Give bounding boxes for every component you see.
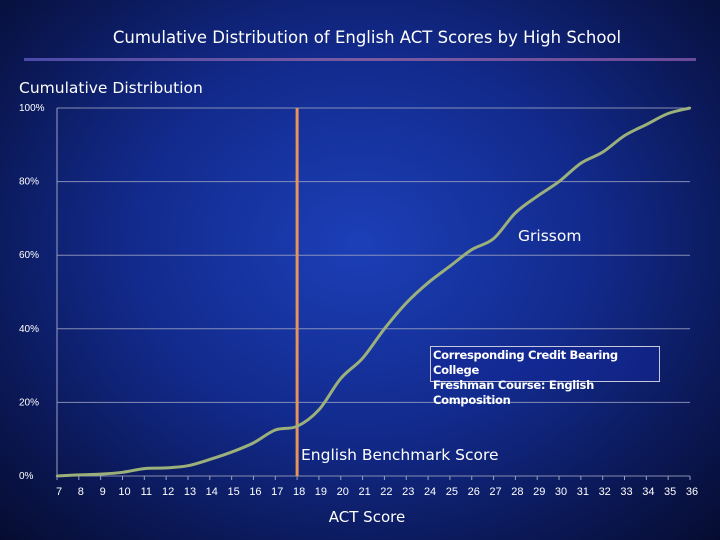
data-point [688, 106, 692, 110]
y-tick-label: 0% [19, 471, 34, 482]
x-tick-label: 24 [424, 486, 436, 498]
x-tick-label: 32 [599, 486, 611, 498]
x-tick-label: 10 [118, 486, 130, 498]
x-tick-label: 15 [227, 486, 239, 498]
x-tick-label: 12 [162, 486, 174, 498]
data-point [55, 474, 59, 478]
callout-line-1: Corresponding Credit Bearing College [433, 348, 618, 377]
x-tick-label: 11 [141, 486, 152, 498]
series-line-grissom [56, 106, 691, 478]
data-point [77, 473, 81, 477]
x-tick-label: 33 [620, 486, 632, 498]
chart-title: Cumulative Distribution of English ACT S… [112, 28, 622, 47]
benchmark-label: English Benchmark Score [301, 446, 499, 464]
title-divider [24, 58, 696, 61]
data-point [426, 281, 430, 284]
x-tick-label: 21 [358, 486, 370, 498]
x-tick-label: 8 [78, 486, 84, 498]
callout-line-2: Freshman Course: English Composition [433, 378, 594, 407]
x-tick-label: 34 [642, 486, 654, 498]
x-tick-label: 26 [468, 486, 480, 498]
x-axis-title: ACT Score [329, 508, 405, 526]
data-point [121, 471, 124, 474]
x-tick-label: 35 [664, 486, 676, 498]
series-label-grissom: Grissom [518, 227, 581, 245]
benchmark-callout: Corresponding Credit Bearing College Fre… [430, 346, 660, 407]
x-tick-label: 29 [533, 486, 545, 498]
data-point [186, 464, 190, 467]
y-tick-label: 20% [19, 397, 39, 408]
x-tick-label: 16 [249, 486, 261, 498]
data-point [143, 467, 146, 470]
data-point [448, 265, 452, 268]
y-tick-label: 80% [19, 177, 39, 188]
data-point [252, 441, 255, 445]
data-point [492, 237, 495, 240]
data-point [405, 301, 408, 305]
x-tick-label: 23 [402, 486, 414, 498]
gridlines [56, 107, 691, 480]
y-axis-title: Cumulative Distribution [19, 79, 203, 97]
x-tick-label: 22 [380, 486, 392, 498]
data-point [383, 327, 386, 330]
x-tick-label: 30 [555, 486, 567, 498]
x-tick-label: 28 [511, 486, 523, 498]
x-tick-label: 14 [206, 486, 218, 498]
data-point [579, 162, 583, 165]
data-point [601, 150, 604, 154]
x-tick-label: 20 [337, 486, 349, 498]
data-point [339, 377, 342, 380]
data-point [274, 428, 277, 432]
data-point [514, 211, 517, 215]
data-point [317, 408, 321, 411]
y-tick-label: 40% [19, 324, 39, 335]
data-point [666, 112, 670, 115]
y-tick-labels: 0% 20% 40% 60% 80% 100% [19, 103, 45, 482]
series-layer [55, 106, 692, 478]
x-tick-label: 25 [446, 486, 458, 498]
data-point [645, 123, 648, 126]
x-tick-label: 17 [271, 486, 283, 498]
data-point [230, 450, 233, 454]
x-tick-label: 31 [577, 486, 589, 498]
data-point [623, 134, 626, 137]
data-point [536, 195, 539, 198]
x-tick-label: 13 [184, 486, 196, 498]
data-point [361, 357, 364, 360]
x-tick-label: 9 [100, 486, 106, 498]
x-tick-label: 27 [489, 486, 501, 498]
x-tick-label: 19 [315, 486, 327, 498]
x-tick-labels: 7 8 9 10 11 12 13 14 15 16 17 18 19 20 21 22 23 24 25 26 27 2… [56, 486, 698, 498]
x-tick-label: 36 [686, 486, 698, 498]
data-point [295, 425, 299, 428]
data-point [164, 466, 168, 470]
x-tick-label: 18 [293, 486, 305, 498]
x-tick-label: 7 [56, 486, 62, 498]
y-tick-label: 100% [19, 103, 45, 114]
data-point [557, 180, 561, 183]
data-point [470, 248, 473, 251]
data-point [208, 458, 211, 461]
y-tick-label: 60% [19, 250, 39, 261]
data-point [99, 472, 102, 476]
